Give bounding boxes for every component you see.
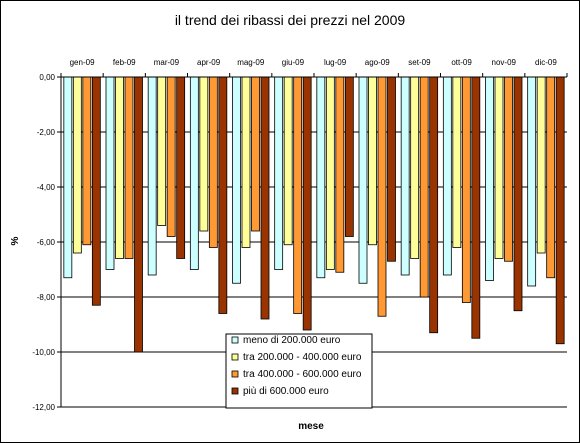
x-tick-label: set-09 [408, 58, 431, 67]
bar [410, 76, 420, 259]
x-tick-label: mar-09 [154, 58, 180, 67]
bar [251, 76, 260, 232]
y-tick-label: -6,00 [37, 238, 56, 247]
y-axis-title: % [10, 236, 21, 245]
bar [115, 76, 124, 259]
y-tick-label: -10,00 [32, 348, 55, 357]
y-tick-label: -12,00 [32, 403, 55, 412]
legend-label: meno di 200.000 euro [243, 335, 341, 346]
bar [546, 76, 556, 279]
bar [260, 76, 270, 320]
legend-swatch [231, 336, 239, 344]
bar [72, 76, 82, 254]
x-tick-label: gen-09 [70, 58, 95, 67]
bar [124, 76, 134, 259]
bar [555, 76, 565, 345]
x-axis-title: mese [298, 421, 324, 432]
legend-box [225, 333, 373, 409]
bar [302, 76, 312, 331]
chart-title: il trend dei ribassi dei prezzi nel 2009 [175, 12, 406, 28]
bar [105, 76, 115, 270]
x-tick-label: mag-09 [237, 58, 265, 67]
bar [527, 76, 537, 287]
x-tick-label: feb-09 [113, 58, 136, 67]
bar [536, 76, 546, 254]
x-tick-label: dic-09 [535, 58, 557, 67]
x-tick-label: apr-09 [197, 58, 221, 67]
y-tick-label: -8,00 [37, 293, 56, 302]
bar [82, 76, 92, 246]
bar [400, 76, 410, 276]
bar [377, 76, 387, 317]
bar [189, 76, 199, 270]
bar [166, 76, 176, 237]
bar [91, 76, 101, 306]
bar [344, 76, 354, 237]
legend-label: più di 600.000 euro [243, 386, 329, 397]
legend-swatch [231, 353, 239, 361]
bar [316, 76, 326, 279]
legend-label: tra 200.000 - 400.000 euro [243, 352, 362, 363]
plot-area: 0,00 -2,00 -4,00 -6,00 -8,00 -10,00 -12,00 gen-… [32, 58, 568, 412]
legend-swatch [231, 387, 239, 395]
x-tick-label: giu-09 [282, 58, 305, 67]
bar [208, 76, 218, 248]
bar [461, 76, 471, 303]
bar [494, 76, 504, 259]
bar [176, 76, 186, 259]
bar [419, 76, 429, 298]
bar [274, 76, 284, 270]
bar [429, 76, 439, 334]
bar [325, 76, 335, 270]
bar [147, 76, 157, 276]
bar [358, 76, 368, 284]
y-tick-label: -4,00 [37, 183, 56, 192]
legend-swatch [231, 370, 239, 378]
bar [241, 76, 251, 248]
bar [471, 76, 481, 339]
bar [199, 76, 209, 232]
bar [368, 76, 377, 246]
bar [293, 76, 303, 314]
bar [513, 76, 523, 312]
x-tick-label: lug-09 [324, 58, 347, 67]
bar [157, 76, 167, 226]
x-tick-label: ago-09 [365, 58, 390, 67]
y-tick-label: 0,00 [39, 73, 55, 82]
bar [335, 76, 345, 273]
legend-label: tra 400.000 - 600.000 euro [243, 369, 362, 380]
bar [134, 76, 143, 353]
x-tick-label: nov-09 [492, 58, 517, 67]
bar [63, 76, 73, 279]
x-tick-label: ott-09 [451, 58, 472, 67]
bar [504, 76, 513, 262]
y-tick-label: -2,00 [37, 128, 56, 137]
bar [387, 76, 396, 262]
legend: meno di 200.000 euro tra 200.000 - 400.00… [225, 333, 373, 409]
bar [452, 76, 462, 248]
bar [218, 76, 228, 314]
bar [283, 76, 293, 246]
bar [485, 76, 494, 281]
bar [232, 76, 241, 284]
bar [442, 76, 452, 276]
